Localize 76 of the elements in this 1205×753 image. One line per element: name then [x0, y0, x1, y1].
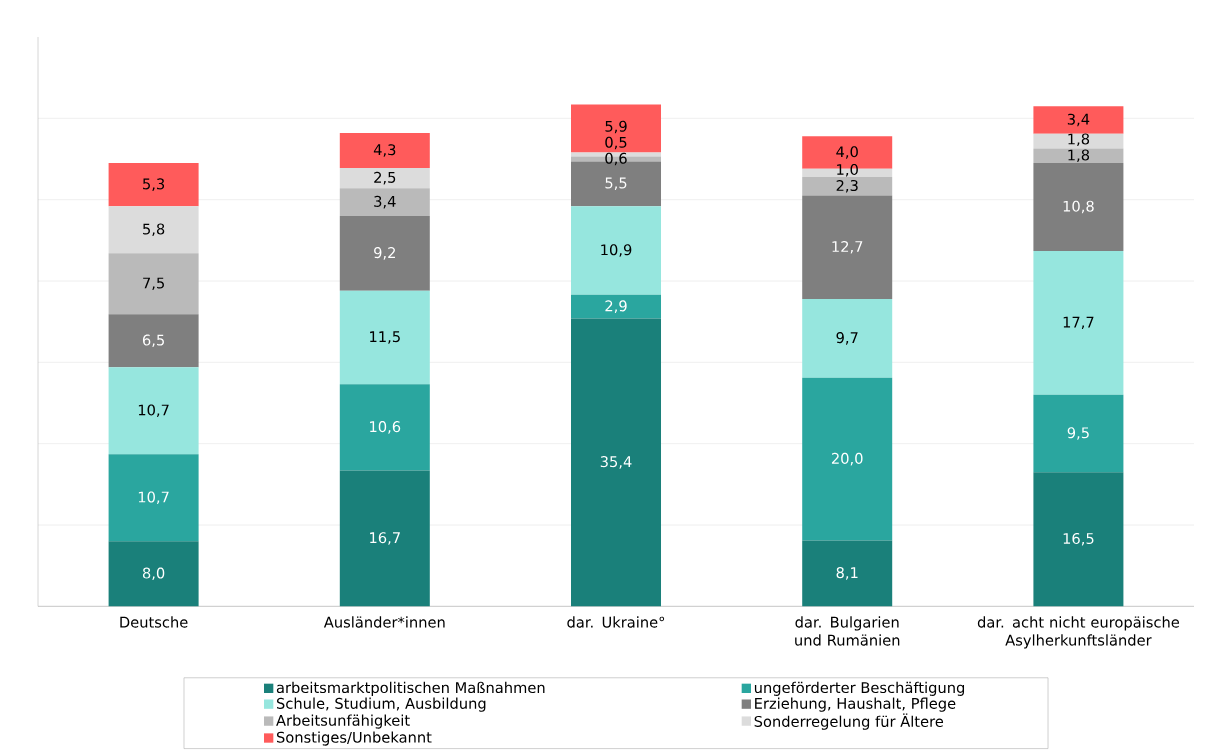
- x-tick-label: dar. acht nicht europäische Asylherkunftsländer: [977, 616, 1180, 649]
- legend-label: Sonderregelung für Ältere: [754, 713, 944, 730]
- data-label: 5,5: [605, 177, 627, 190]
- data-label: 17,7: [1063, 316, 1094, 330]
- bar: [1033, 250, 1124, 395]
- data-label: 10,7: [138, 404, 169, 418]
- data-label: 5,8: [143, 223, 165, 237]
- data-label: 3,4: [1067, 113, 1090, 127]
- x-tick-label: dar. Ukraine°: [567, 616, 665, 628]
- data-label: 12,7: [832, 240, 863, 254]
- data-label: 10,6: [370, 421, 401, 434]
- data-label: 2,3: [836, 179, 858, 193]
- data-label: 9,7: [836, 332, 858, 345]
- data-label: 8,1: [836, 567, 858, 580]
- data-label: 7,5: [143, 277, 164, 291]
- bar: [339, 470, 430, 607]
- bar: [339, 132, 430, 168]
- x-tick-label: Deutsche: [120, 616, 188, 628]
- bar: [108, 454, 199, 542]
- data-label: 10,9: [601, 244, 632, 257]
- x-tick-label: Ausländer*innen: [323, 616, 445, 628]
- bar: [108, 314, 199, 368]
- bar: [1033, 472, 1124, 607]
- data-label: 11,5: [370, 331, 400, 344]
- bar: [571, 104, 662, 153]
- data-label: 0,5: [605, 136, 627, 150]
- bar: [1033, 163, 1124, 251]
- legend-label: Erziehung, Haushalt, Pflege: [755, 697, 956, 712]
- bar: [339, 384, 430, 471]
- bar: [339, 290, 430, 385]
- bar: [339, 215, 430, 291]
- data-label: 1,8: [1068, 149, 1090, 163]
- data-label: 16,7: [370, 532, 400, 545]
- bar: [1033, 106, 1124, 134]
- data-label: 6,5: [142, 334, 164, 348]
- bar: [802, 298, 893, 378]
- data-label: 3,4: [374, 195, 396, 209]
- bar: [571, 318, 662, 607]
- data-label: 4,0: [836, 146, 858, 159]
- data-label: 4,3: [373, 144, 396, 157]
- bar: [339, 188, 430, 216]
- bar: [802, 176, 893, 196]
- data-label: 2,5: [374, 171, 396, 185]
- bar: [802, 540, 893, 607]
- data-label: 16,5: [1063, 532, 1094, 546]
- bar: [108, 253, 199, 315]
- bar: [571, 294, 662, 319]
- data-label: 10,7: [138, 491, 169, 505]
- data-label: 9,2: [374, 247, 395, 260]
- legend-label: Sonstiges/Unbekannt: [276, 731, 432, 746]
- data-label: 1,8: [1068, 133, 1090, 147]
- data-label: 20,0: [831, 452, 863, 466]
- bar: [571, 206, 662, 295]
- bar: [108, 163, 199, 207]
- bar: [108, 206, 199, 254]
- data-label: 5,9: [605, 120, 627, 134]
- data-label: 5,3: [143, 178, 165, 191]
- bar: [802, 377, 893, 541]
- x-tick-label: dar. Bulgarien und Rumänien: [795, 616, 900, 646]
- legend-label: Arbeitsunfähigkeit: [276, 714, 410, 729]
- data-label: 9,5: [1067, 427, 1089, 440]
- bar: [802, 195, 893, 299]
- bar: [108, 541, 199, 607]
- bar: [1033, 133, 1124, 149]
- bar: [108, 367, 199, 455]
- bar: [1033, 394, 1124, 473]
- legend-label: ungeförderter Beschäftigung: [754, 681, 965, 696]
- data-label: 35,4: [600, 456, 632, 469]
- bar: [1033, 148, 1124, 164]
- data-label: 10,8: [1063, 200, 1094, 214]
- data-label: 8,0: [142, 567, 165, 581]
- data-label: 2,9: [605, 300, 627, 313]
- legend-label: arbeitsmarktpolitischen Maßnahmen: [276, 681, 545, 696]
- data-label: 0,6: [605, 152, 627, 166]
- legend-label: Schule, Studium, Ausbildung: [276, 697, 486, 712]
- bar: [339, 167, 430, 189]
